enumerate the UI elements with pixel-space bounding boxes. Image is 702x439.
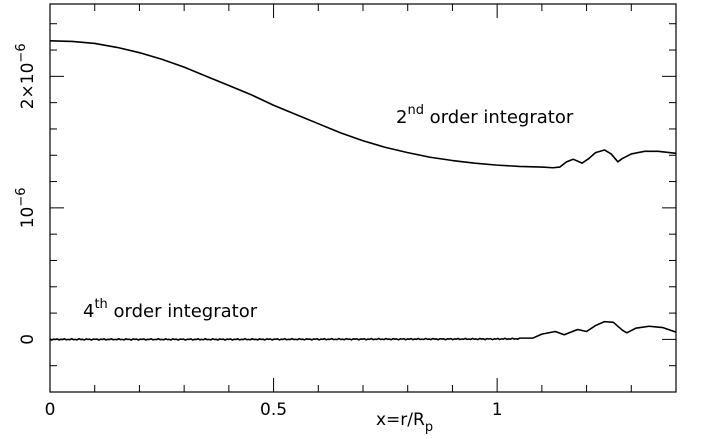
annotation-4th-order: 4th order integrator bbox=[83, 297, 258, 322]
y-tick-label: 0 bbox=[18, 334, 38, 345]
x-axis-title: x=r/Rp bbox=[376, 410, 433, 435]
plot-frame bbox=[49, 3, 677, 393]
y-tick-label: 10−6 bbox=[14, 187, 38, 228]
x-tick-label: 0 bbox=[45, 400, 56, 420]
y-tick-label: 2×10−6 bbox=[14, 43, 38, 109]
series-line-2nd-order bbox=[49, 40, 677, 169]
y-tick-labels: 0 10−6 2×10−6 bbox=[14, 43, 38, 344]
x-tick-label: 1 bbox=[492, 400, 503, 420]
x-tick-label: 0.5 bbox=[260, 400, 287, 420]
annotation-2nd-order: 2nd order integrator bbox=[396, 103, 574, 128]
axis-ticks bbox=[50, 4, 676, 393]
x-tick-labels: 0 0.5 1 bbox=[45, 400, 503, 420]
series-layer bbox=[49, 40, 677, 341]
series-line-4th-order bbox=[49, 320, 677, 341]
